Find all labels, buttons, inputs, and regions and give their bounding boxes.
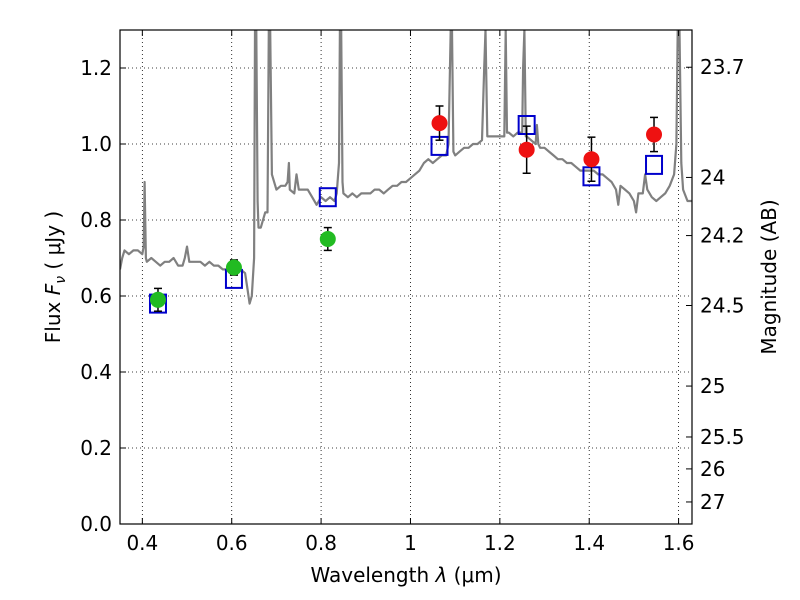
observed-point (583, 151, 600, 168)
magnitude-tick-label: 25 (700, 374, 725, 398)
x-tick-label: 0.6 (216, 531, 248, 555)
model-square-point (318, 187, 337, 208)
y-axis-title: Flux Fν ( μJy ) (41, 211, 69, 343)
x-tick-label: 1.2 (484, 531, 516, 555)
observed-point (319, 231, 336, 247)
markers (148, 105, 664, 314)
y-tick-label: 1.2 (80, 56, 112, 80)
magnitude-tick-label: 24.2 (700, 224, 745, 248)
x-axis-title: Wavelength λ (μm) (310, 563, 501, 587)
spectrum-line (120, 30, 692, 305)
magnitude-tick-label: 27 (700, 490, 725, 514)
grid (120, 30, 692, 525)
y-tick-label: 0.0 (80, 512, 112, 536)
observed-point (431, 115, 448, 132)
y-tick-label: 0.2 (80, 436, 112, 460)
observed-point (518, 141, 535, 158)
magnitude-tick-label: 24 (700, 165, 725, 189)
model-square-point (645, 154, 664, 175)
observed-point (646, 126, 663, 143)
observed-point (225, 259, 242, 276)
ticks: 0.4 0.6 0.8 1 1.2 1.4 1.6 0.0 0.2 0.4 0.6 0.8 1.0 1.2… (80, 30, 745, 555)
y-tick-label: 0.6 (80, 284, 112, 308)
magnitude-tick-label: 24.5 (700, 294, 745, 318)
y2-axis-title: Magnitude (AB) (757, 199, 781, 354)
x-tick-label: 1.6 (663, 531, 695, 555)
plot-frame (119, 29, 693, 525)
observed-point (149, 291, 166, 308)
y-tick-label: 0.4 (80, 360, 112, 384)
y-tick-label: 1.0 (80, 132, 112, 156)
y-tick-label: 0.8 (80, 208, 112, 232)
x-tick-label: 1.4 (573, 531, 605, 555)
magnitude-tick-label: 26 (700, 457, 725, 481)
x-tick-label: 0.4 (126, 531, 158, 555)
magnitude-tick-label: 25.5 (700, 425, 745, 449)
plot-area (120, 30, 692, 305)
magnitude-tick-label: 23.7 (700, 55, 745, 79)
x-tick-label: 0.8 (305, 531, 337, 555)
x-tick-label: 1 (404, 531, 417, 555)
